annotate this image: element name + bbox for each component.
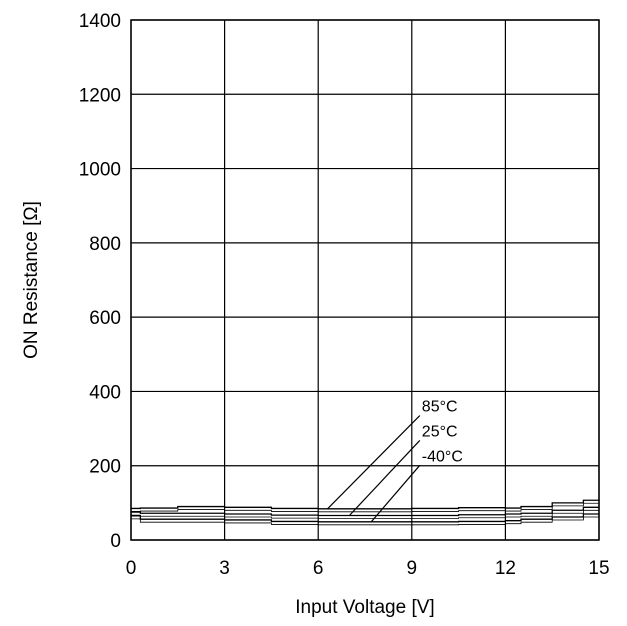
x-axis-label: Input Voltage [V]	[295, 597, 434, 618]
series-lines	[131, 499, 600, 526]
y-tick-label: 0	[110, 531, 121, 552]
annotation-leader-2	[370, 464, 421, 523]
series-line-1	[131, 506, 599, 517]
annotations: 85°C 25°C -40°C	[327, 399, 463, 523]
annotation-leader-1	[348, 440, 421, 516]
y-tick-label: 200	[89, 457, 121, 478]
annotation-label: 85°C	[422, 399, 458, 416]
x-tick-label: 0	[126, 558, 137, 579]
y-tick-label: 600	[89, 308, 121, 329]
x-tick-label: 9	[407, 558, 418, 579]
series-line-0	[131, 499, 600, 510]
y-tick-label: 1200	[79, 85, 121, 106]
series-line-shadow-2	[131, 516, 599, 526]
x-tick-label: 15	[588, 558, 609, 579]
x-tick-label: 3	[219, 558, 230, 579]
y-tick-label: 1400	[79, 11, 121, 32]
y-tick-label: 800	[89, 234, 121, 255]
series-line-shadow-1	[131, 509, 599, 519]
y-tick-label: 400	[89, 382, 121, 403]
plot-frame	[130, 19, 600, 541]
x-tick-label: 6	[313, 558, 324, 579]
y-axis-label: ON Resistance [Ω]	[21, 201, 42, 359]
annotation-label: -40°C	[422, 448, 463, 465]
annotation-leader-0	[327, 415, 421, 510]
annotation-label: 25°C	[422, 423, 458, 440]
series-line-shadow-0	[131, 502, 600, 513]
grid	[130, 19, 600, 541]
y-tick-label: 1000	[79, 160, 121, 181]
tick-labels: 0 3 6 9 12 15 0 200 400 600 800 1000 1200 1400	[79, 11, 610, 579]
series-line-2	[131, 513, 599, 523]
x-tick-label: 12	[495, 558, 516, 579]
